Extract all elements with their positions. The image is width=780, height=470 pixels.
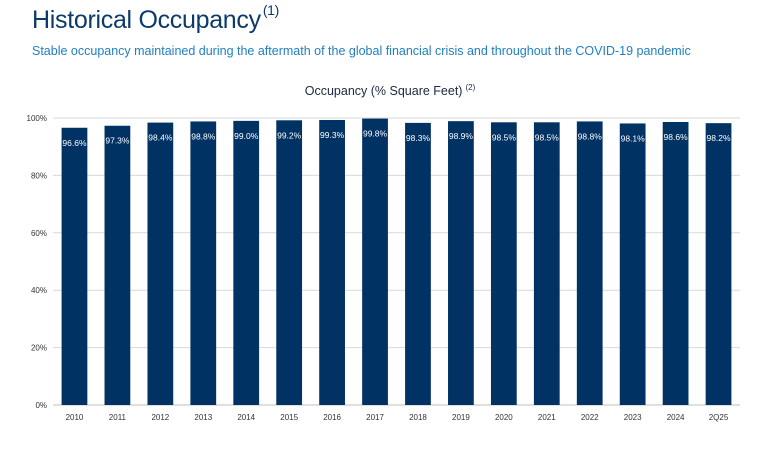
x-tick-label: 2022	[581, 413, 599, 422]
bar	[619, 123, 646, 405]
x-tick-label: 2020	[495, 413, 513, 422]
bar	[490, 122, 517, 406]
bar	[61, 127, 88, 406]
x-tick-label: 2011	[109, 413, 127, 422]
x-axis-tick-labels: 2010 2011 2012 2013 2014 2015 2016 2017 2018 2019…	[66, 413, 729, 422]
y-tick-label: 40%	[31, 286, 47, 295]
bar	[405, 122, 431, 405]
x-tick-label: 2019	[452, 413, 470, 422]
bar	[533, 122, 560, 406]
y-tick-label: 60%	[31, 229, 47, 238]
chart-title: Occupancy (% Square Feet) (2)	[0, 83, 780, 98]
x-tick-label: 2010	[66, 413, 84, 422]
x-tick-label: 2016	[323, 413, 341, 422]
page-title-footnote: (1)	[262, 2, 280, 18]
x-tick-label: 2Q25	[709, 413, 729, 422]
chart-title-footnote: (2)	[465, 83, 476, 92]
data-label: 96.6%	[62, 138, 87, 148]
y-tick-label: 0%	[35, 401, 47, 410]
x-tick-label: 2023	[624, 413, 642, 422]
bar	[448, 121, 474, 406]
data-label: 97.3%	[105, 136, 130, 146]
x-tick-label: 2021	[538, 413, 556, 422]
data-label: 98.5%	[535, 132, 560, 142]
data-label: 98.6%	[664, 132, 689, 142]
data-label: 98.5%	[492, 132, 517, 142]
x-tick-label: 2013	[194, 413, 212, 422]
bar	[662, 122, 689, 405]
page-title-text: Historical Occupancy	[32, 6, 261, 34]
bar	[276, 120, 303, 406]
data-label: 98.4%	[148, 133, 173, 143]
x-tick-label: 2018	[409, 413, 427, 422]
page-title: Historical Occupancy (1)	[32, 2, 279, 35]
data-label: 99.2%	[277, 130, 302, 140]
x-tick-label: 2024	[667, 413, 685, 422]
bar	[576, 121, 603, 405]
bars	[61, 118, 732, 406]
data-label: 99.0%	[234, 131, 259, 141]
data-label: 98.1%	[621, 133, 646, 143]
chart-title-text: Occupancy (% Square Feet)	[304, 84, 463, 98]
data-label: 98.3%	[406, 133, 431, 143]
data-label: 98.2%	[706, 133, 731, 143]
x-tick-label: 2017	[366, 413, 384, 422]
x-tick-label: 2012	[151, 413, 169, 422]
data-label: 99.3%	[320, 130, 345, 140]
page-subtitle: Stable occupancy maintained during the a…	[32, 44, 691, 58]
x-tick-label: 2015	[280, 413, 298, 422]
data-label: 98.9%	[449, 131, 474, 141]
y-tick-label: 100%	[27, 114, 47, 123]
bar	[233, 120, 260, 406]
data-label: 98.8%	[191, 131, 216, 141]
data-label: 98.8%	[578, 131, 603, 141]
y-axis-tick-labels: 0% 20% 40% 60% 80% 100%	[27, 114, 47, 410]
y-tick-label: 20%	[31, 344, 47, 353]
data-label: 99.8%	[363, 129, 388, 139]
bar	[319, 120, 345, 405]
data-labels: 96.6% 97.3% 98.4% 98.8% 99.0% 99.2% 99.3% 99.8%…	[62, 129, 731, 148]
bar	[147, 122, 174, 405]
bar	[362, 118, 388, 405]
bar	[190, 121, 217, 405]
bar	[104, 125, 131, 406]
x-tick-label: 2014	[237, 413, 255, 422]
bar	[705, 123, 732, 405]
y-tick-label: 80%	[31, 171, 47, 180]
